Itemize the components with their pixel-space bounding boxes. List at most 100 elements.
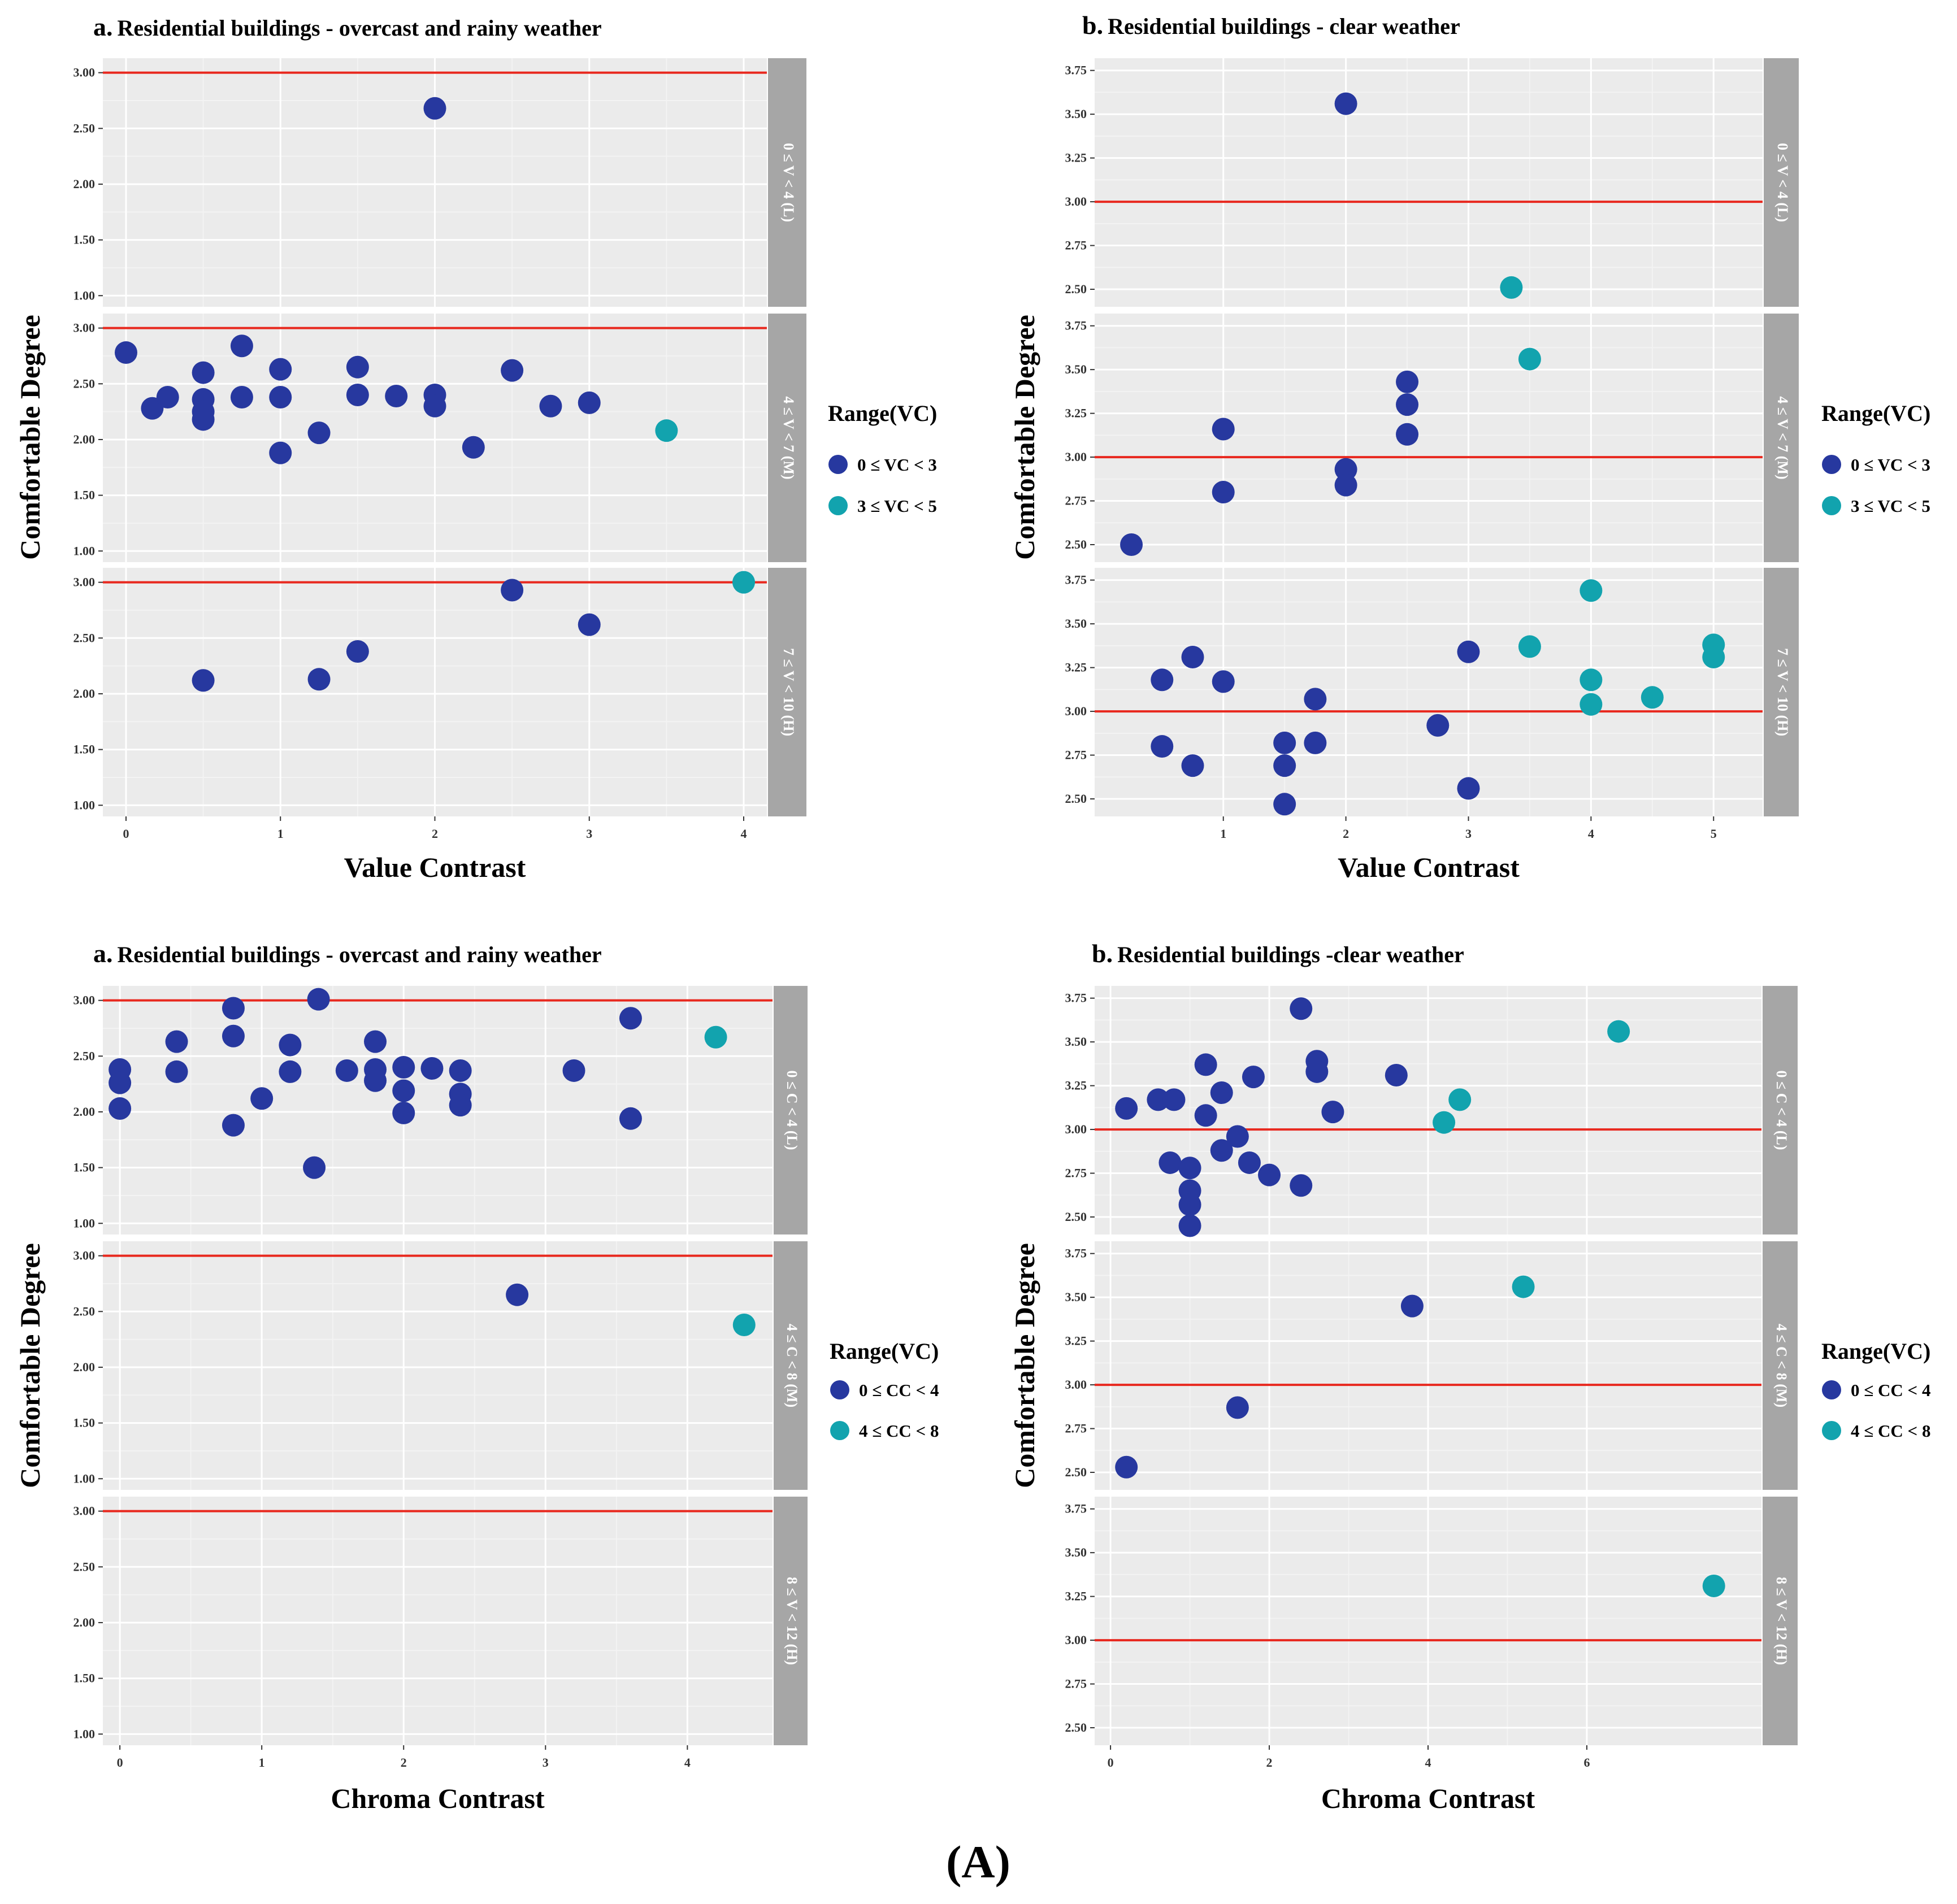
legend-marker-high bbox=[828, 496, 848, 515]
legend-entry-label: 4 ≤ CC < 8 bbox=[859, 1421, 939, 1441]
chart-title: b. Residential buildings - clear weather bbox=[1082, 11, 1460, 40]
data-point-high bbox=[1702, 646, 1725, 669]
chart-1: a. Residential buildings - overcast and r… bbox=[14, 12, 937, 883]
y-tick-label: 2.50 bbox=[1065, 282, 1087, 296]
data-point-low bbox=[449, 1059, 472, 1082]
y-tick-label: 2.75 bbox=[1065, 1422, 1087, 1436]
data-point-low bbox=[1400, 1294, 1424, 1318]
facet-2: 1.00 1.50 2.00 2.50 3.00 4 ≤ V < 7 (M) bbox=[73, 314, 806, 562]
facet-panel bbox=[103, 986, 773, 1234]
data-point-low bbox=[1178, 1157, 1201, 1180]
legend-marker-high bbox=[830, 1421, 849, 1440]
data-point-low bbox=[578, 613, 601, 636]
data-point-low bbox=[1178, 1214, 1201, 1237]
chart-3: a. Residential buildings - overcast and r… bbox=[14, 939, 939, 1814]
chart-title: b. Residential buildings -clear weather bbox=[1092, 939, 1464, 968]
legend-entry-label: 3 ≤ VC < 5 bbox=[1851, 496, 1930, 516]
y-tick-label: 3.75 bbox=[1065, 63, 1087, 77]
data-point-low bbox=[1158, 1151, 1182, 1174]
data-point-low bbox=[506, 1283, 529, 1306]
x-tick-label: 0 bbox=[1108, 1755, 1114, 1770]
x-axis-label: Value Contrast bbox=[1338, 851, 1520, 883]
data-point-low bbox=[1226, 1396, 1249, 1419]
data-point-low bbox=[303, 1156, 326, 1179]
data-point-low bbox=[1178, 1193, 1201, 1216]
facet-panel bbox=[103, 1497, 773, 1745]
data-point-low bbox=[250, 1087, 274, 1110]
data-point-high bbox=[1580, 579, 1603, 602]
data-point-low bbox=[1334, 92, 1357, 115]
data-point-low bbox=[1457, 640, 1480, 663]
y-tick-label: 3.75 bbox=[1065, 1502, 1087, 1516]
data-point-low bbox=[1210, 1139, 1233, 1162]
legend-title: Range(VC) bbox=[830, 1338, 939, 1364]
y-tick-label: 2.50 bbox=[73, 376, 96, 390]
data-point-low bbox=[156, 385, 179, 408]
x-tick-label: 0 bbox=[123, 827, 129, 841]
data-point-low bbox=[1457, 777, 1480, 800]
data-point-low bbox=[1273, 793, 1296, 816]
legend: Range(VC) 0 ≤ VC < 3 3 ≤ VC < 5 bbox=[828, 401, 937, 516]
data-point-low bbox=[1120, 533, 1143, 557]
y-tick-label: 2.50 bbox=[1065, 1210, 1087, 1224]
facet-strip bbox=[768, 314, 806, 562]
legend: Range(VC) 0 ≤ VC < 3 3 ≤ VC < 5 bbox=[1821, 401, 1930, 516]
data-point-low bbox=[279, 1033, 302, 1057]
y-tick-label: 3.00 bbox=[73, 575, 96, 589]
y-tick-label: 3.50 bbox=[1065, 107, 1087, 121]
y-tick-label: 2.75 bbox=[1065, 238, 1087, 253]
chart-title-text: Residential buildings - clear weather bbox=[1108, 14, 1460, 39]
data-point-low bbox=[222, 1114, 245, 1137]
y-tick-label: 3.00 bbox=[73, 993, 96, 1007]
facet-strip-label: 0 ≤ C < 4 (L) bbox=[1773, 1070, 1790, 1150]
chart-title: a. Residential buildings - overcast and r… bbox=[93, 12, 602, 41]
data-point-low bbox=[1426, 714, 1450, 737]
x-tick-label: 4 bbox=[741, 827, 747, 841]
y-axis-label: Comfortable Degree bbox=[1009, 1243, 1040, 1488]
y-tick-label: 3.00 bbox=[73, 1504, 96, 1518]
data-point-low bbox=[1273, 754, 1296, 777]
data-point-high bbox=[1500, 276, 1523, 299]
data-point-low bbox=[269, 358, 292, 381]
data-point-low bbox=[1396, 423, 1419, 446]
x-tick-label: 6 bbox=[1583, 1755, 1590, 1770]
legend-marker-low bbox=[830, 1380, 849, 1399]
data-point-low bbox=[539, 394, 562, 418]
y-tick-label: 3.25 bbox=[1065, 151, 1087, 165]
facet-panel bbox=[1095, 568, 1763, 816]
data-point-low bbox=[279, 1060, 302, 1083]
y-axis-label: Comfortable Degree bbox=[14, 315, 46, 560]
legend-marker-high bbox=[1822, 1421, 1841, 1440]
y-tick-label: 2.00 bbox=[73, 686, 96, 701]
data-point-low bbox=[392, 1056, 415, 1079]
chart-title-letter: b. bbox=[1092, 939, 1113, 968]
facet-strip-label: 4 ≤ V < 7 (M) bbox=[1774, 396, 1791, 479]
facet-1: 1.00 1.50 2.00 2.50 3.00 0 ≤ C < 4 (L) bbox=[73, 986, 808, 1234]
y-tick-label: 2.50 bbox=[1065, 1465, 1087, 1479]
x-tick-label: 4 bbox=[684, 1755, 691, 1770]
y-tick-label: 2.75 bbox=[1065, 494, 1087, 508]
y-tick-label: 3.50 bbox=[1065, 362, 1087, 376]
y-tick-label: 3.50 bbox=[1065, 1290, 1087, 1304]
facet-2: 1.00 1.50 2.00 2.50 3.00 4 ≤ C < 8 (M) bbox=[73, 1241, 808, 1490]
data-point-low bbox=[1334, 473, 1357, 497]
facet-strip-label: 4 ≤ C < 8 (M) bbox=[784, 1324, 800, 1407]
x-tick-label: 4 bbox=[1588, 827, 1594, 841]
data-point-low bbox=[1290, 1174, 1313, 1197]
data-point-low bbox=[1162, 1088, 1186, 1111]
y-tick-label: 2.50 bbox=[1065, 537, 1087, 551]
x-tick-label: 2 bbox=[432, 827, 438, 841]
data-point-low bbox=[230, 385, 253, 408]
data-point-low bbox=[1194, 1104, 1217, 1127]
x-tick-label: 2 bbox=[1266, 1755, 1273, 1770]
y-tick-label: 3.00 bbox=[73, 321, 96, 335]
y-tick-label: 2.00 bbox=[73, 177, 96, 191]
facet-strip-label: 8 ≤ V < 12 (H) bbox=[1773, 1577, 1790, 1665]
y-tick-label: 2.50 bbox=[73, 121, 96, 135]
data-point-low bbox=[114, 341, 137, 364]
y-tick-label: 1.00 bbox=[73, 1471, 96, 1485]
data-point-high bbox=[1580, 693, 1603, 716]
data-point-low bbox=[1304, 731, 1327, 754]
legend: Range(VC) 0 ≤ CC < 4 4 ≤ CC < 8 bbox=[830, 1338, 939, 1441]
data-point-low bbox=[1115, 1455, 1138, 1479]
